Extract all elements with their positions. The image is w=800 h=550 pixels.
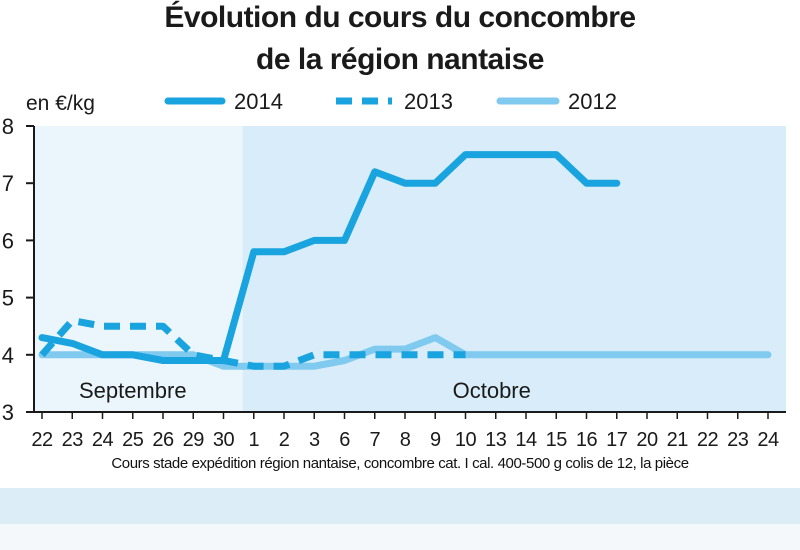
x-tick-label: 24	[757, 429, 779, 451]
series-line-2012	[38, 334, 772, 370]
x-tick-label: 16	[576, 429, 598, 451]
legend-label-2013: 2013	[404, 89, 453, 114]
x-tick-label: 25	[122, 429, 144, 451]
x-tick-label: 26	[152, 429, 174, 451]
period-label-octobre: Octobre	[453, 378, 531, 403]
period-background-october	[242, 126, 786, 412]
x-tick-label: 7	[369, 429, 380, 451]
y-tick-label: 7	[2, 171, 14, 196]
y-tick-label: 5	[2, 286, 14, 311]
legend-label-2014: 2014	[234, 89, 283, 114]
period-label-september: Septembre	[79, 378, 187, 403]
x-tick-label: 20	[636, 429, 658, 451]
y-tick-label: 6	[2, 228, 14, 253]
y-tick-label: 3	[2, 400, 14, 425]
x-tick-label: 10	[455, 429, 477, 451]
x-tick-label: 8	[400, 429, 411, 451]
x-tick-label: 1	[248, 429, 259, 451]
y-axis-unit-label: en €/kg	[26, 92, 95, 115]
chart-caption: Cours stade expédition région nantaise, …	[111, 455, 689, 472]
legend-label-2012: 2012	[568, 89, 617, 114]
x-tick-label: 9	[430, 429, 441, 451]
x-tick-label: 15	[546, 429, 568, 451]
x-tick-label: 23	[62, 429, 84, 451]
y-tick-label: 8	[2, 114, 14, 139]
series-line-2014	[38, 151, 621, 364]
x-tick-label: 22	[31, 429, 53, 451]
x-tick-label: 21	[667, 429, 689, 451]
x-tick-label: 13	[485, 429, 507, 451]
x-tick-label: 30	[213, 429, 235, 451]
chart-title-line-1: Évolution du cours du concombre	[164, 1, 636, 34]
x-tick-label: 22	[697, 429, 719, 451]
x-tick-label: 14	[515, 429, 537, 451]
y-tick-label: 4	[2, 343, 14, 368]
chart-title-line-2: de la région nantaise	[256, 43, 544, 76]
footer-band	[0, 488, 800, 524]
x-tick-label: 24	[92, 429, 114, 451]
x-tick-label: 2	[279, 429, 290, 451]
x-tick-label: 6	[339, 429, 350, 451]
footer-band-bottom	[0, 524, 800, 550]
x-tick-label: 23	[727, 429, 749, 451]
x-tick-label: 3	[309, 429, 320, 451]
period-background-september	[34, 126, 243, 412]
series-line-2013	[39, 317, 466, 370]
x-tick-label: 29	[183, 429, 205, 451]
x-tick-label: 17	[606, 429, 628, 451]
